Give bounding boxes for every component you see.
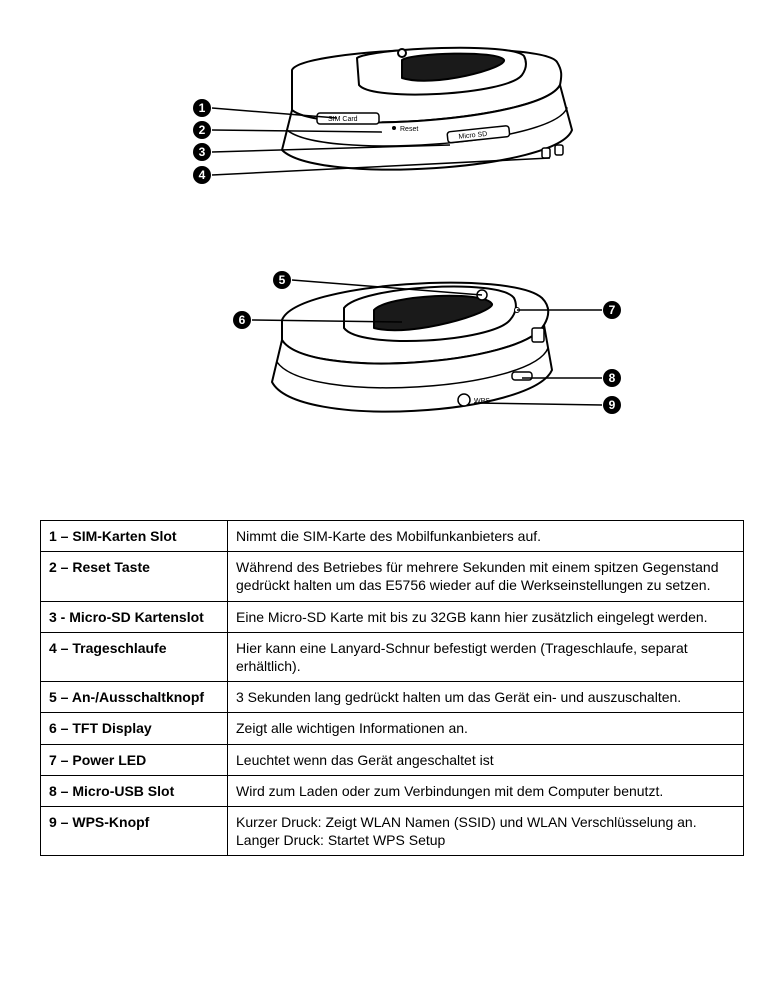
feature-label: 9 – WPS-Knopf [41, 806, 228, 855]
feature-label: 7 – Power LED [41, 744, 228, 775]
feature-description: Hier kann eine Lanyard-Schnur befestigt … [228, 632, 744, 681]
callout-number: 2 [199, 123, 206, 137]
table-row: 1 – SIM-Karten SlotNimmt die SIM-Karte d… [41, 521, 744, 552]
callout-number: 1 [199, 101, 206, 115]
callout-number: 4 [199, 168, 206, 182]
feature-label: 3 - Micro-SD Kartenslot [41, 601, 228, 632]
table-row: 2 – Reset TasteWährend des Betriebes für… [41, 552, 744, 601]
feature-description: Wird zum Laden oder zum Verbindungen mit… [228, 775, 744, 806]
feature-table: 1 – SIM-Karten SlotNimmt die SIM-Karte d… [40, 520, 744, 856]
feature-label: 6 – TFT Display [41, 713, 228, 744]
feature-description: Nimmt die SIM-Karte des Mobilfunkanbiete… [228, 521, 744, 552]
feature-description: Leuchtet wenn das Gerät angeschaltet ist [228, 744, 744, 775]
feature-label: 5 – An-/Ausschaltknopf [41, 682, 228, 713]
feature-description: Zeigt alle wichtigen Informationen an. [228, 713, 744, 744]
table-row: 9 – WPS-KnopfKurzer Druck: Zeigt WLAN Na… [41, 806, 744, 855]
callout-number: 9 [609, 398, 616, 412]
feature-description: 3 Sekunden lang gedrückt halten um das G… [228, 682, 744, 713]
callout-number: 3 [199, 145, 206, 159]
reset-label: Reset [400, 126, 418, 133]
feature-description: Während des Betriebes für mehrere Sekund… [228, 552, 744, 601]
feature-description: Kurzer Druck: Zeigt WLAN Namen (SSID) un… [228, 806, 744, 855]
feature-label: 2 – Reset Taste [41, 552, 228, 601]
feature-table-container: 1 – SIM-Karten SlotNimmt die SIM-Karte d… [20, 520, 764, 856]
callout-number: 5 [279, 273, 286, 287]
feature-description: Eine Micro-SD Karte mit bis zu 32GB kann… [228, 601, 744, 632]
feature-label: 8 – Micro-USB Slot [41, 775, 228, 806]
table-row: 4 – TrageschlaufeHier kann eine Lanyard-… [41, 632, 744, 681]
callout-number: 8 [609, 371, 616, 385]
callout-number: 6 [239, 313, 246, 327]
table-row: 5 – An-/Ausschaltknopf3 Sekunden lang ge… [41, 682, 744, 713]
feature-label: 1 – SIM-Karten Slot [41, 521, 228, 552]
table-row: 6 – TFT DisplayZeigt alle wichtigen Info… [41, 713, 744, 744]
feature-label: 4 – Trageschlaufe [41, 632, 228, 681]
table-row: 3 - Micro-SD KartenslotEine Micro-SD Kar… [41, 601, 744, 632]
callout-number: 7 [609, 303, 616, 317]
device-diagram: SIM Card Reset Micro SD WPS 123456789 [20, 20, 764, 480]
table-row: 7 – Power LEDLeuchtet wenn das Gerät ang… [41, 744, 744, 775]
table-row: 8 – Micro-USB SlotWird zum Laden oder zu… [41, 775, 744, 806]
